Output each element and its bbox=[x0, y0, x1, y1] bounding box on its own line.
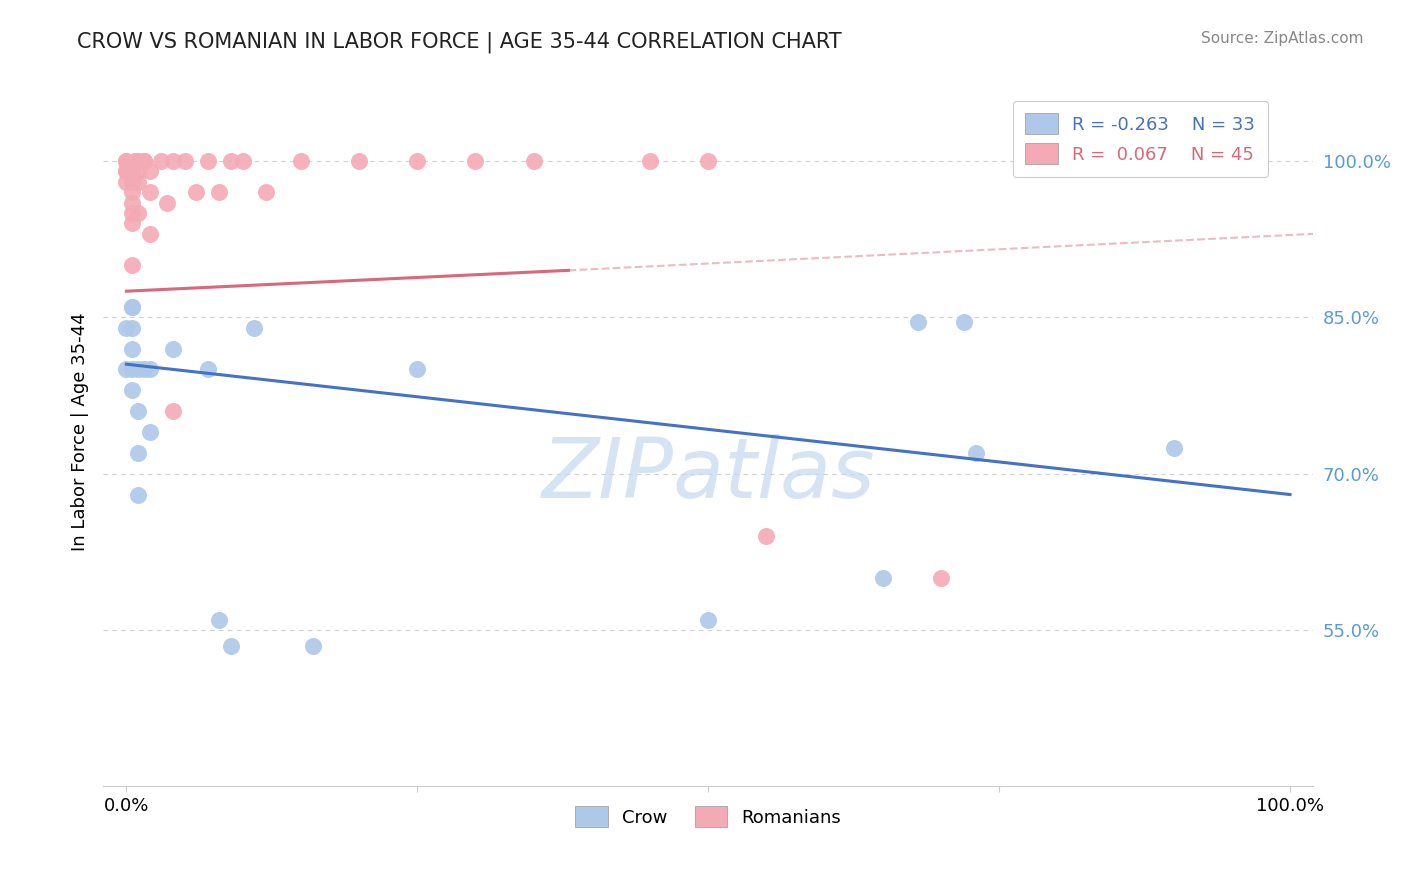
Point bbox=[115, 164, 138, 178]
Point bbox=[115, 153, 138, 168]
Point bbox=[121, 195, 143, 210]
Point bbox=[219, 153, 242, 168]
Point bbox=[173, 153, 195, 168]
Point bbox=[138, 362, 160, 376]
Point bbox=[872, 571, 894, 585]
Point bbox=[121, 206, 143, 220]
Point bbox=[127, 175, 149, 189]
Point bbox=[121, 175, 143, 189]
Point bbox=[406, 153, 429, 168]
Point bbox=[638, 153, 661, 168]
Point bbox=[301, 639, 323, 653]
Point bbox=[162, 404, 184, 418]
Point bbox=[121, 384, 143, 398]
Point bbox=[127, 164, 149, 178]
Point bbox=[127, 362, 149, 376]
Point bbox=[121, 342, 143, 356]
Point bbox=[953, 316, 976, 330]
Point bbox=[115, 320, 138, 334]
Point bbox=[243, 320, 266, 334]
Point bbox=[127, 404, 149, 418]
Point bbox=[127, 153, 149, 168]
Text: ZIPatlas: ZIPatlas bbox=[541, 434, 875, 515]
Point bbox=[755, 529, 778, 543]
Point bbox=[132, 362, 155, 376]
Point bbox=[219, 639, 242, 653]
Point bbox=[162, 153, 184, 168]
Point bbox=[697, 153, 720, 168]
Point bbox=[121, 362, 143, 376]
Point bbox=[127, 206, 149, 220]
Point bbox=[347, 153, 370, 168]
Point bbox=[121, 258, 143, 272]
Point bbox=[125, 153, 148, 168]
Point bbox=[156, 195, 179, 210]
Point bbox=[232, 153, 254, 168]
Point bbox=[121, 216, 143, 230]
Point bbox=[1163, 441, 1185, 455]
Text: Source: ZipAtlas.com: Source: ZipAtlas.com bbox=[1201, 31, 1364, 46]
Y-axis label: In Labor Force | Age 35-44: In Labor Force | Age 35-44 bbox=[72, 313, 89, 551]
Point bbox=[132, 153, 155, 168]
Point bbox=[150, 153, 173, 168]
Point bbox=[138, 164, 160, 178]
Point bbox=[121, 320, 143, 334]
Point bbox=[127, 446, 149, 460]
Point bbox=[121, 300, 143, 314]
Point bbox=[127, 487, 149, 501]
Point bbox=[197, 362, 219, 376]
Point bbox=[464, 153, 486, 168]
Point bbox=[124, 153, 146, 168]
Point bbox=[138, 185, 160, 199]
Point bbox=[929, 571, 952, 585]
Point bbox=[254, 185, 277, 199]
Point bbox=[186, 185, 208, 199]
Point bbox=[197, 153, 219, 168]
Point bbox=[697, 613, 720, 627]
Point bbox=[138, 425, 160, 439]
Point bbox=[162, 342, 184, 356]
Legend: Crow, Romanians: Crow, Romanians bbox=[568, 799, 848, 834]
Point bbox=[290, 153, 312, 168]
Point bbox=[965, 446, 987, 460]
Point bbox=[907, 316, 929, 330]
Text: CROW VS ROMANIAN IN LABOR FORCE | AGE 35-44 CORRELATION CHART: CROW VS ROMANIAN IN LABOR FORCE | AGE 35… bbox=[77, 31, 842, 53]
Point bbox=[523, 153, 546, 168]
Point bbox=[121, 164, 143, 178]
Point bbox=[115, 362, 138, 376]
Point bbox=[115, 164, 138, 178]
Point bbox=[121, 185, 143, 199]
Point bbox=[132, 153, 155, 168]
Point bbox=[406, 362, 429, 376]
Point bbox=[121, 300, 143, 314]
Point bbox=[115, 175, 138, 189]
Point bbox=[208, 185, 231, 199]
Point bbox=[138, 227, 160, 241]
Point bbox=[208, 613, 231, 627]
Point bbox=[115, 153, 138, 168]
